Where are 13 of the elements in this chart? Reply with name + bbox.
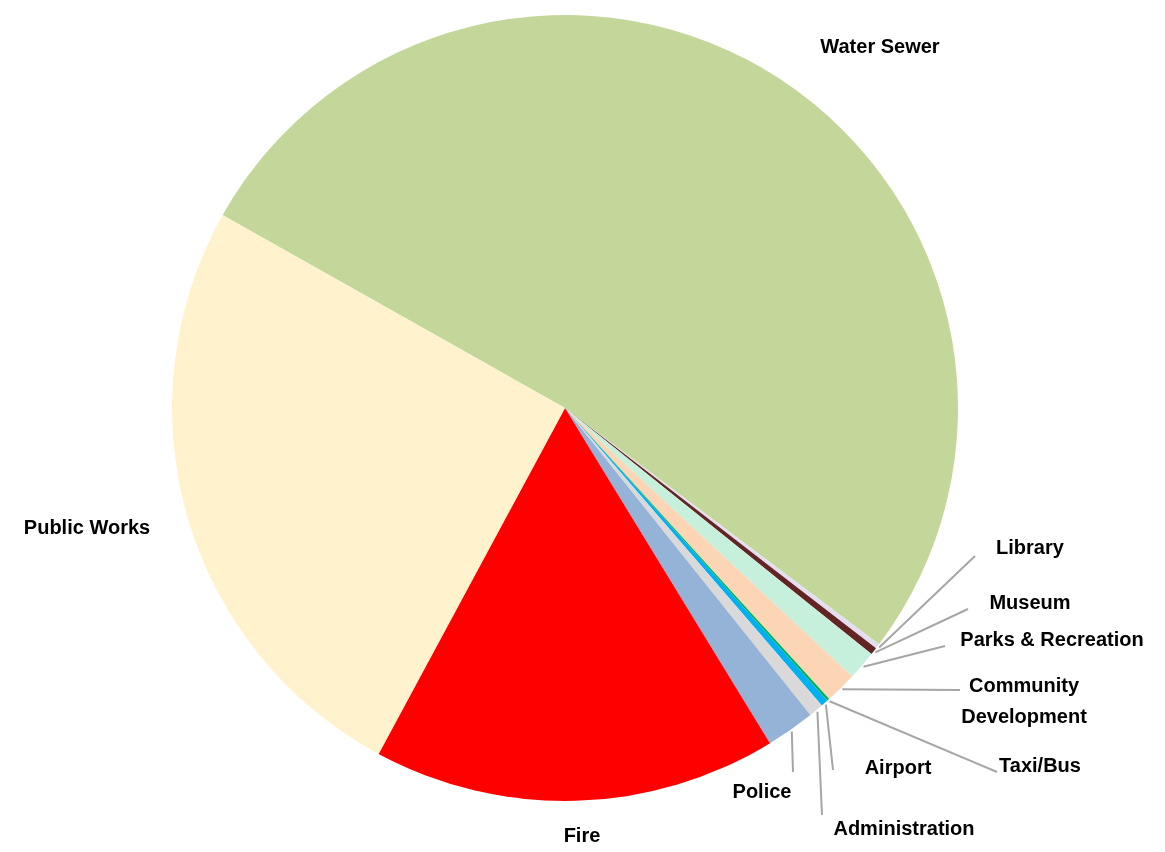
slice-label: Public Works xyxy=(23,516,151,538)
slice-label: Library xyxy=(996,536,1065,558)
slice-label: Police xyxy=(732,780,792,802)
slice-label: Community Development xyxy=(961,674,1088,727)
pie-slice xyxy=(172,215,565,754)
slice-label: Administration xyxy=(833,817,975,839)
slice-label: Taxi/Bus xyxy=(999,754,1081,776)
pie-slice xyxy=(222,15,958,645)
slice-label: Airport xyxy=(864,756,932,778)
slice-label: Water Sewer xyxy=(820,35,940,57)
slice-label: Museum xyxy=(989,591,1071,613)
slice-label: Parks & Recreation xyxy=(960,628,1144,650)
slice-label: Fire xyxy=(563,824,601,846)
